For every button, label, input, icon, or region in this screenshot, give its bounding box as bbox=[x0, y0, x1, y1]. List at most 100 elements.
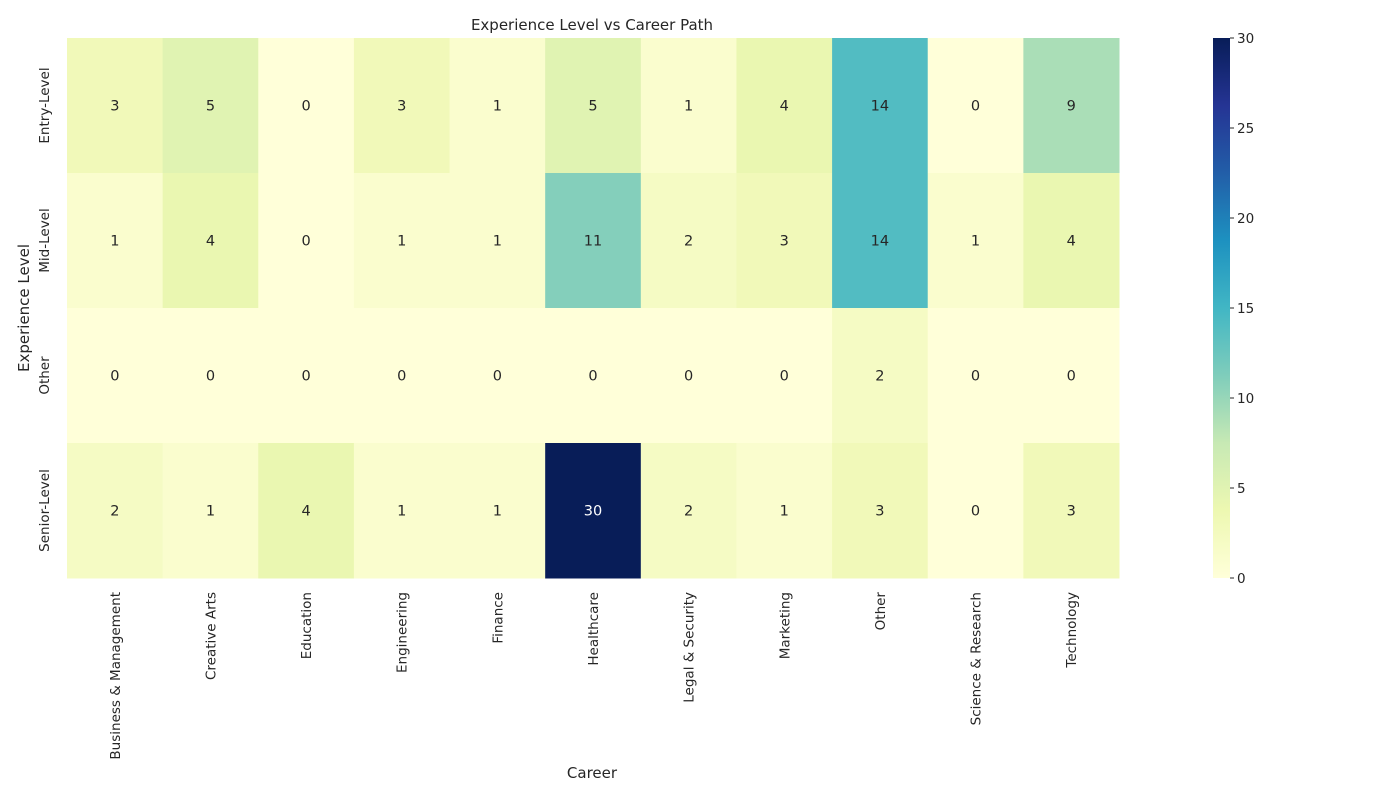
cell-value-label: 4 bbox=[206, 234, 215, 250]
heatmap-cell bbox=[927, 38, 1024, 174]
cell-value-label: 11 bbox=[584, 234, 602, 250]
x-tick-label: Other bbox=[873, 592, 889, 631]
cell-value-label: 1 bbox=[971, 234, 980, 250]
cell-value-label: 1 bbox=[397, 234, 406, 250]
heatmap-cell bbox=[449, 443, 546, 579]
heatmap-cell bbox=[832, 308, 929, 444]
heatmap-cell bbox=[832, 443, 929, 579]
heatmap-cell bbox=[67, 38, 164, 174]
x-tick-label: Engineering bbox=[395, 592, 411, 673]
x-tick-label: Healthcare bbox=[586, 592, 602, 666]
heatmap-cell bbox=[640, 308, 737, 444]
cell-value-label: 1 bbox=[493, 504, 502, 520]
heatmap-cell bbox=[1023, 308, 1120, 444]
x-tick-label: Education bbox=[299, 592, 315, 659]
cell-value-label: 0 bbox=[588, 369, 597, 385]
y-tick-label: Other bbox=[37, 356, 53, 395]
cell-value-label: 1 bbox=[493, 234, 502, 250]
heatmap-cell bbox=[162, 308, 259, 444]
cell-value-label: 30 bbox=[584, 504, 602, 520]
colorbar-tick-label: 25 bbox=[1237, 121, 1254, 137]
colorbar-tick-label: 20 bbox=[1237, 211, 1254, 227]
cell-value-label: 1 bbox=[206, 504, 215, 520]
cell-value-label: 5 bbox=[206, 99, 215, 115]
cell-value-label: 14 bbox=[871, 234, 889, 250]
colorbar-tick-label: 15 bbox=[1237, 301, 1254, 317]
heatmap-cell bbox=[353, 173, 451, 309]
colorbar-tick-label: 0 bbox=[1237, 571, 1246, 587]
cell-value-label: 1 bbox=[780, 504, 789, 520]
x-tick-label: Legal & Security bbox=[682, 592, 698, 703]
cell-value-label: 14 bbox=[871, 99, 889, 115]
cell-value-label: 9 bbox=[1067, 99, 1076, 115]
heatmap-cell bbox=[1023, 173, 1120, 309]
cell-value-label: 3 bbox=[397, 99, 406, 115]
cell-value-label: 1 bbox=[110, 234, 119, 250]
heatmap-cell bbox=[927, 308, 1024, 444]
heatmap-cell bbox=[258, 443, 355, 579]
cell-value-label: 3 bbox=[780, 234, 789, 250]
colorbar-ticks: 0 5 10 15 20 25 30 bbox=[1230, 31, 1254, 587]
cell-value-label: 3 bbox=[1067, 504, 1076, 520]
cell-value-label: 0 bbox=[301, 99, 310, 115]
heatmap-cell bbox=[640, 173, 737, 309]
cell-value-label: 0 bbox=[206, 369, 215, 385]
colorbar-gradient bbox=[1213, 38, 1230, 578]
heatmap-cell bbox=[258, 173, 355, 309]
heatmap-cell bbox=[1023, 443, 1120, 579]
heatmap-cell bbox=[162, 443, 259, 579]
y-tick-label: Entry-Level bbox=[37, 67, 53, 143]
heatmap-cell bbox=[640, 443, 737, 579]
heatmap-cell bbox=[67, 308, 164, 444]
x-tick-label: Creative Arts bbox=[203, 592, 219, 680]
x-tick-label: Science & Research bbox=[969, 592, 985, 725]
heatmap-cell bbox=[67, 173, 164, 309]
chart-title: Experience Level vs Career Path bbox=[471, 16, 713, 34]
cell-value-label: 0 bbox=[110, 369, 119, 385]
cell-value-label: 4 bbox=[1067, 234, 1076, 250]
heatmap-cell bbox=[1023, 38, 1120, 174]
cell-value-label: 5 bbox=[588, 99, 597, 115]
heatmap-cell bbox=[162, 173, 259, 309]
y-tick-labels: Entry-Level Mid-Level Other Senior-Level bbox=[37, 67, 53, 551]
cell-value-label: 0 bbox=[971, 99, 980, 115]
y-axis-label: Experience Level bbox=[15, 244, 33, 372]
heatmap-cell bbox=[449, 38, 546, 174]
x-tick-label: Technology bbox=[1064, 592, 1080, 669]
cell-value-label: 0 bbox=[1067, 369, 1076, 385]
y-tick-label: Senior-Level bbox=[37, 469, 53, 552]
heatmap-cell bbox=[449, 308, 546, 444]
cell-value-label: 0 bbox=[971, 369, 980, 385]
heatmap-cells: 3 5 0 3 1 5 1 4 14 0 91 4 0 1 1 11 2 3 14 1 40 0 0 0 0 0 0 0 2 0 02 1 4 1… bbox=[67, 38, 1120, 579]
cell-value-label: 4 bbox=[301, 504, 310, 520]
heatmap-cell bbox=[353, 308, 451, 444]
cell-value-label: 1 bbox=[684, 99, 693, 115]
cell-value-label: 2 bbox=[875, 369, 884, 385]
heatmap-cell bbox=[736, 38, 833, 174]
cell-value-label: 0 bbox=[493, 369, 502, 385]
heatmap-cell bbox=[258, 308, 355, 444]
colorbar-tick-label: 10 bbox=[1237, 391, 1254, 407]
heatmap-cell bbox=[640, 38, 737, 174]
heatmap-cell bbox=[67, 443, 164, 579]
heatmap-cell bbox=[736, 173, 833, 309]
heatmap-cell bbox=[545, 38, 642, 174]
colorbar: 0 5 10 15 20 25 30 bbox=[1213, 31, 1254, 587]
x-tick-labels: Business & Management Creative Arts Educat… bbox=[108, 592, 1080, 760]
heatmap-cell bbox=[832, 38, 929, 174]
y-tick-label: Mid-Level bbox=[37, 208, 53, 272]
heatmap-cell bbox=[545, 308, 642, 444]
cell-value-label: 0 bbox=[780, 369, 789, 385]
heatmap-cell bbox=[545, 173, 642, 309]
heatmap-cell bbox=[736, 443, 833, 579]
cell-value-label: 0 bbox=[397, 369, 406, 385]
cell-value-label: 0 bbox=[971, 504, 980, 520]
cell-value-label: 4 bbox=[780, 99, 789, 115]
heatmap-cell bbox=[927, 173, 1024, 309]
cell-value-label: 0 bbox=[301, 234, 310, 250]
cell-value-label: 0 bbox=[684, 369, 693, 385]
heatmap-cell bbox=[353, 38, 451, 174]
x-tick-label: Finance bbox=[490, 592, 506, 644]
heatmap-cell bbox=[162, 38, 259, 174]
colorbar-tick-label: 30 bbox=[1237, 31, 1254, 47]
